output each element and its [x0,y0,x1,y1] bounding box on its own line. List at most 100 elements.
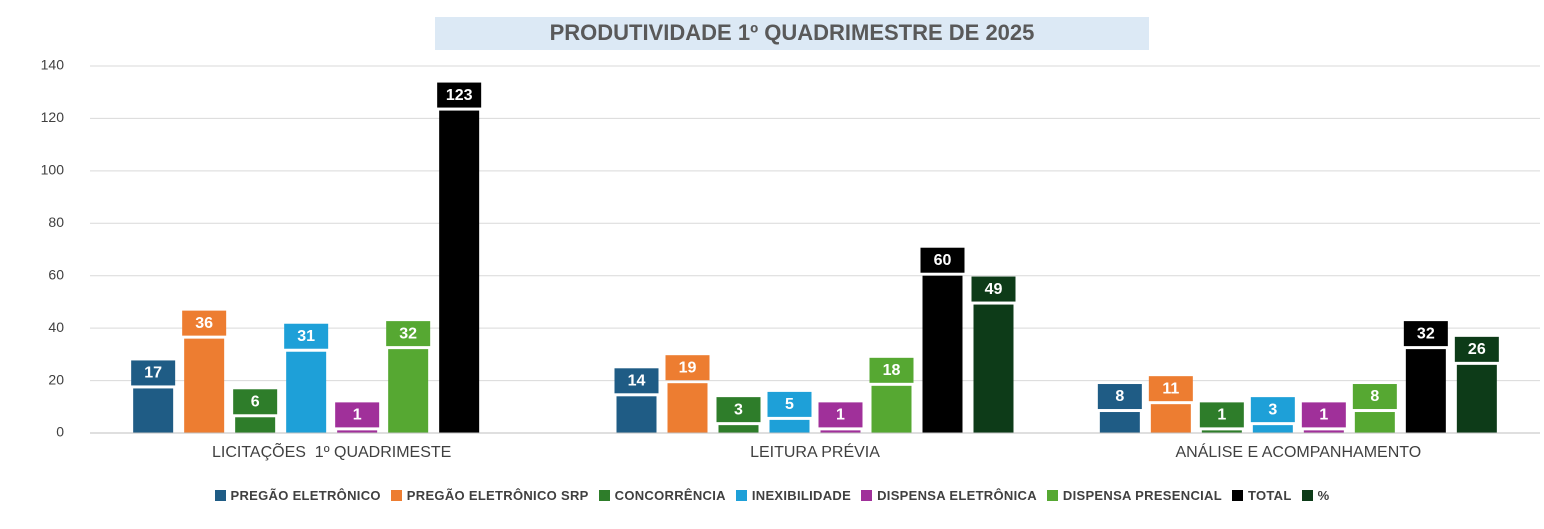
legend-swatch [1301,490,1313,501]
bar [820,430,861,433]
data-label-background [971,276,1016,302]
y-tick-label: 40 [48,319,64,335]
y-tick-label: 140 [41,57,65,73]
bar [616,396,657,433]
data-label-background [233,389,278,415]
bar [184,338,225,433]
bar [871,385,912,433]
data-label: 17 [144,365,162,382]
title-background [435,17,1149,50]
bar [1354,412,1395,433]
bar [439,110,480,434]
data-label-background [1250,397,1295,423]
data-label-background [182,310,227,336]
data-label: 3 [734,401,743,418]
data-label: 36 [195,315,213,332]
data-label: 8 [1115,388,1124,405]
data-label: 1 [353,407,362,424]
legend-swatch [214,490,226,501]
data-label-background [1301,402,1346,428]
legend-label: PREGÃO ELETRÔNICO [230,488,381,503]
data-label: 5 [785,396,794,413]
data-label: 123 [446,87,473,104]
data-label: 1 [1319,407,1328,424]
legend-label: CONCORRÊNCIA [614,488,726,503]
data-label: 49 [985,281,1003,298]
legend-swatch [1046,490,1058,501]
legend-item: PREGÃO ELETRÔNICO SRP [390,488,589,503]
data-label-background [665,355,710,381]
legend-swatch [1231,490,1243,501]
legend: PREGÃO ELETRÔNICO PREGÃO ELETRÔNICO SRP CO… [0,488,1544,503]
bar [973,304,1014,433]
legend-item: PREGÃO ELETRÔNICO [214,488,381,503]
bar [133,388,174,433]
bar [1456,364,1497,433]
data-label-background [1199,402,1244,428]
data-label: 1 [836,407,845,424]
legend-swatch [390,490,402,501]
legend-item: DISPENSA ELETRÔNICA [861,488,1037,503]
bar [667,383,708,433]
legend-item: CONCORRÊNCIA [598,488,726,503]
y-tick-label: 80 [48,214,64,230]
data-label-background [1097,384,1142,410]
bar [1405,349,1446,433]
data-label: 1 [1217,407,1226,424]
y-tick-label: 0 [56,424,64,440]
legend-swatch [861,490,873,501]
data-label: 60 [934,252,952,269]
data-label: 19 [679,359,697,376]
data-label: 14 [628,373,646,390]
bar [1201,430,1242,433]
bar [286,351,327,433]
legend-label: % [1317,488,1330,503]
bar [235,417,276,433]
y-tick-label: 120 [41,109,65,125]
data-label-background [131,360,176,386]
data-label-background [767,391,812,417]
data-label-background [437,82,482,108]
data-label: 3 [1268,401,1277,418]
data-label-background [1454,336,1499,362]
bar [769,419,810,433]
y-tick-label: 60 [48,266,64,282]
data-label-background [869,357,914,383]
data-label-background [1352,384,1397,410]
data-label-background [818,402,863,428]
data-label: 32 [1417,325,1435,342]
data-label-background [1148,376,1193,402]
data-label-background [1403,321,1448,347]
bar [922,275,963,433]
data-label-background [920,247,965,273]
legend-label: DISPENSA PRESENCIAL [1062,488,1222,503]
legend-swatch [735,490,747,501]
bar [718,425,759,433]
legend-item: DISPENSA PRESENCIAL [1046,488,1222,503]
legend-label: INEXIBILIDADE [751,488,852,503]
x-tick-label: LEITURA PRÉVIA [750,442,880,461]
legend-item: INEXIBILIDADE [735,488,852,503]
x-tick-label: LICITAÇÕES 1º QUADRIMESTE [212,441,451,461]
bar [1150,404,1191,433]
legend-item: TOTAL [1231,488,1292,503]
data-label: 32 [399,325,417,342]
data-label-background [386,321,431,347]
bar [337,430,378,433]
legend-label: TOTAL [1247,488,1292,503]
x-tick-label: ANÁLISE E ACOMPANHAMENTO [1175,442,1421,461]
data-label: 6 [251,393,260,410]
legend-label: DISPENSA ELETRÔNICA [877,488,1037,503]
bar [388,349,429,433]
legend-label: PREGÃO ELETRÔNICO SRP [406,488,589,503]
data-label: 26 [1468,341,1486,358]
y-tick-label: 100 [41,162,65,178]
data-label-background [716,397,761,423]
data-label: 11 [1162,380,1179,397]
bar [1303,430,1344,433]
chart-title: PRODUTIVIDADE 1º QUADRIMESTRE DE 2025 [550,20,1035,45]
y-tick-label: 20 [48,371,64,387]
data-label: 8 [1370,388,1379,405]
